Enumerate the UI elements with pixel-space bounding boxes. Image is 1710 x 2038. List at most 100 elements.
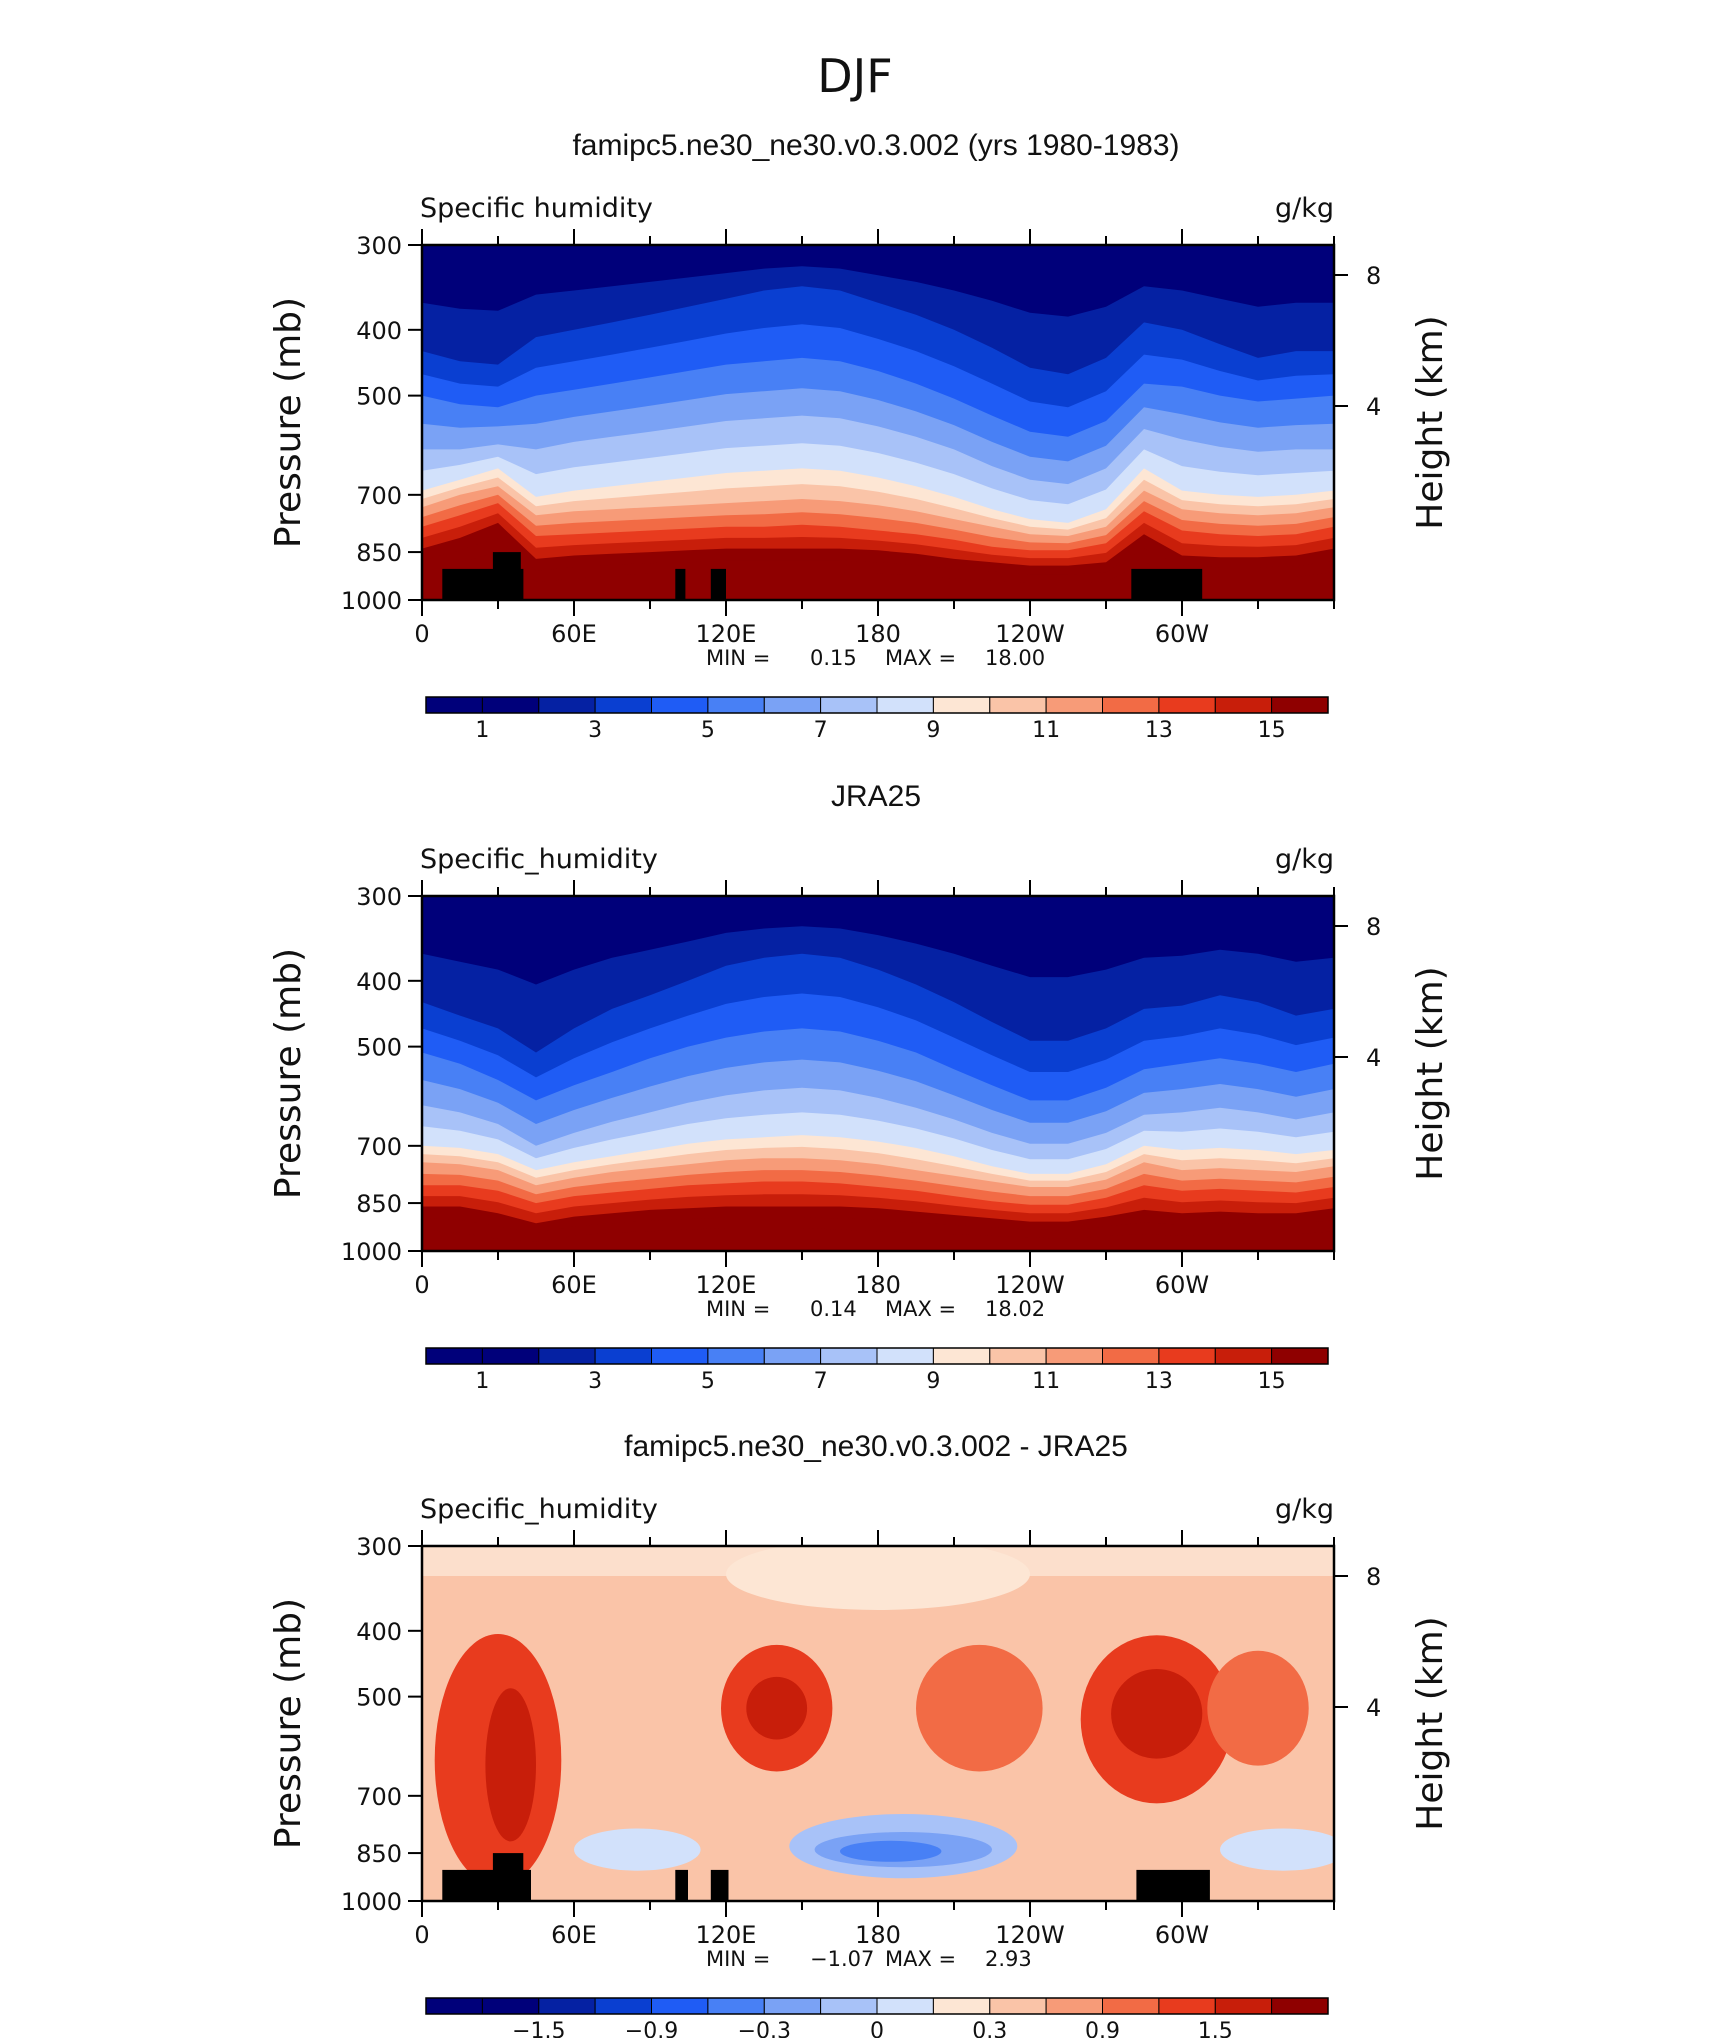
colorbar-swatch — [820, 696, 878, 714]
y-tick-label: 700 — [356, 1133, 402, 1161]
colorbar-swatch — [1158, 1997, 1216, 2015]
y-tick-label: 700 — [356, 1783, 402, 1811]
units-label: g/kg — [1275, 1494, 1334, 1525]
colorbar-swatch — [820, 1997, 878, 2015]
colorbar-swatch — [876, 1347, 934, 1365]
min-value: 0.14 — [810, 1297, 857, 1321]
y-tick-label: 1000 — [341, 587, 402, 615]
x-tick-label: 60W — [1155, 1271, 1209, 1299]
colorbar-tick-label: 0 — [870, 2019, 884, 2038]
colorbar-swatch — [425, 1997, 483, 2015]
y-tick-label: 500 — [356, 1684, 402, 1712]
terrain-block — [710, 568, 726, 600]
colorbar-tick-label: 13 — [1145, 1369, 1173, 1394]
plot-area — [422, 245, 1334, 600]
max-label: MAX = — [885, 1297, 956, 1321]
x-tick-label: 120W — [995, 1271, 1065, 1299]
y2-tick-label: 4 — [1366, 393, 1381, 421]
y-tick-label: 300 — [356, 232, 402, 260]
min-label: MIN = — [706, 646, 770, 670]
y-tick-label: 700 — [356, 482, 402, 510]
plot-area — [422, 1546, 1334, 1901]
variable-label: Specific_humidity — [420, 844, 658, 875]
min-value: 0.15 — [810, 646, 857, 670]
figure-title: DJF — [817, 49, 892, 103]
colorbar-tick-label: −1.5 — [512, 2019, 565, 2038]
y-tick-label: 300 — [356, 883, 402, 911]
colorbar-tick-label: 13 — [1145, 718, 1173, 743]
colorbar-swatch — [594, 1347, 652, 1365]
terrain-block — [492, 552, 521, 600]
max-label: MAX = — [885, 1947, 956, 1971]
colorbar-frame — [425, 696, 1329, 714]
x-tick-label: 60E — [551, 620, 597, 648]
colorbar-swatch — [538, 1997, 596, 2015]
colorbar-tick-label: 0.9 — [1085, 2019, 1120, 2038]
colorbar-frame — [425, 1347, 1329, 1365]
x-tick-label: 120E — [696, 1271, 757, 1299]
x-tick-label: 0 — [414, 1921, 429, 1949]
colorbar-tick-label: 5 — [701, 1369, 715, 1394]
x-tick-label: 0 — [414, 1271, 429, 1299]
colorbar-tick-label: 15 — [1258, 1369, 1286, 1394]
colorbar-swatch — [1158, 696, 1216, 714]
y2-axis-label: Height (km) — [1410, 1616, 1451, 1830]
y-tick-label: 500 — [356, 1034, 402, 1062]
x-tick-label: 120E — [696, 620, 757, 648]
x-tick-label: 180 — [855, 620, 901, 648]
panel-1: famipc5.ne30_ne30.v0.3.002 (yrs 1980-198… — [268, 129, 1451, 743]
colorbar-swatch — [1158, 1347, 1216, 1365]
terrain-block — [1131, 568, 1203, 600]
y-tick-label: 1000 — [341, 1888, 402, 1916]
y2-tick-label: 8 — [1366, 913, 1381, 941]
colorbar-swatch — [1214, 696, 1273, 714]
max-value: 18.02 — [985, 1297, 1045, 1321]
contour-blob — [1111, 1669, 1203, 1759]
colorbar-tick-label: −0.9 — [625, 2019, 678, 2038]
y-tick-label: 1000 — [341, 1238, 402, 1266]
colorbar-tick-label: 9 — [926, 718, 940, 743]
colorbar-swatch — [481, 696, 540, 714]
y-tick-label: 850 — [356, 1840, 402, 1868]
contour-band — [422, 552, 1334, 600]
colorbar-swatch — [763, 696, 822, 714]
contour-blob — [746, 1676, 808, 1740]
min-label: MIN = — [706, 1297, 770, 1321]
y-axis-label: Pressure (mb) — [268, 1598, 309, 1849]
x-tick-label: 60E — [551, 1921, 597, 1949]
colorbar-tick-label: −0.3 — [738, 2019, 791, 2038]
colorbar-swatch — [1271, 696, 1329, 714]
terrain-block — [492, 1853, 524, 1901]
colorbar-swatch — [989, 1997, 1047, 2015]
y-tick-label: 400 — [356, 1618, 402, 1646]
contour-blob — [916, 1644, 1043, 1772]
contour-blob — [1220, 1828, 1334, 1871]
colorbar-swatch — [1045, 696, 1103, 714]
max-value: 18.00 — [985, 646, 1045, 670]
terrain-block — [710, 1869, 729, 1901]
y-axis-label: Pressure (mb) — [268, 948, 309, 1199]
colorbar-swatch — [1271, 1347, 1329, 1365]
max-label: MAX = — [885, 646, 956, 670]
colorbar-tick-label: 1 — [475, 718, 489, 743]
colorbar-tick-label: 3 — [588, 718, 602, 743]
colorbar-swatch — [481, 1347, 540, 1365]
y-tick-label: 300 — [356, 1533, 402, 1561]
colorbar-swatch — [876, 696, 934, 714]
colorbar-swatch — [876, 1997, 934, 2015]
colorbar-tick-label: 5 — [701, 718, 715, 743]
colorbar-swatch — [1102, 1997, 1160, 2015]
colorbar-swatch — [651, 1997, 709, 2015]
colorbar-swatch — [989, 1347, 1047, 1365]
colorbar-swatch — [707, 1997, 765, 2015]
plot-area — [422, 896, 1334, 1251]
colorbar-swatch — [932, 1997, 991, 2015]
colorbar-swatch — [425, 696, 483, 714]
max-value: 2.93 — [985, 1947, 1032, 1971]
colorbar-swatch — [932, 1347, 991, 1365]
colorbar-swatch — [1045, 1347, 1103, 1365]
variable-label: Specific_humidity — [420, 1494, 658, 1525]
y2-axis-label: Height (km) — [1410, 966, 1451, 1180]
contour-blob — [1207, 1650, 1309, 1766]
x-tick-label: 120W — [995, 620, 1065, 648]
